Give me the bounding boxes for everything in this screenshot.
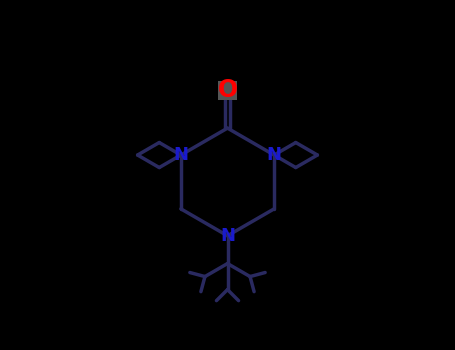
Text: O: O: [217, 78, 238, 103]
FancyBboxPatch shape: [218, 81, 237, 100]
Text: N: N: [220, 227, 235, 245]
Text: N: N: [173, 146, 188, 164]
Text: N: N: [267, 146, 282, 164]
